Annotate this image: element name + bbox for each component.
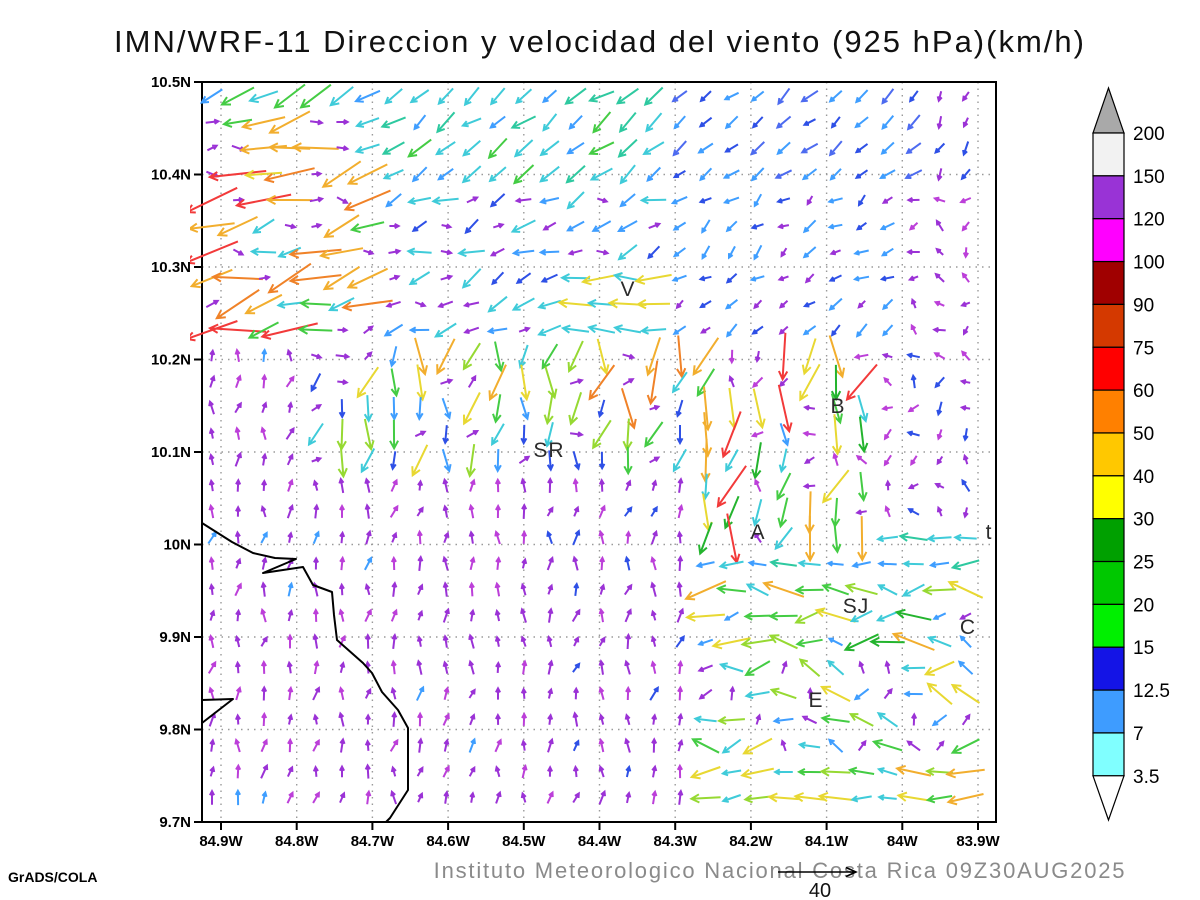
lat-tick-label: 9.9N [159,629,191,646]
colorbar-tick-label: 40 [1133,467,1154,488]
wind-vector-field [190,83,985,806]
lon-tick-label: 84.8W [275,833,319,850]
station-label-e: E [808,689,823,712]
lat-tick-label: 10N [163,537,191,554]
lat-tick-label: 10.1N [151,444,191,461]
lon-tick-label: 84.4W [578,833,622,850]
reference-vector-label: 40 [808,880,832,900]
colorbar-tick-label: 60 [1133,381,1154,402]
lat-tick-label: 9.8N [159,722,191,739]
plot-border [201,81,997,823]
lon-tick-label: 84.2W [729,833,773,850]
station-label-a: A [750,521,765,544]
coastline [201,698,234,724]
colorbar-tick-label: 75 [1133,338,1154,359]
station-label-v: V [620,278,635,301]
lat-tick-label: 10.5N [151,74,191,91]
colorbar-tick-label: 150 [1133,167,1165,188]
station-label-b: B [830,395,845,418]
lon-tick-label: 84.5W [502,833,546,850]
lon-tick-label: 83.9W [956,833,1000,850]
lat-tick-label: 10.3N [151,259,191,276]
page-title: IMN/WRF-11 Direccion y velocidad del vie… [114,24,1086,59]
colorbar-tick-label: 100 [1133,253,1165,274]
lon-tick-label: 84W [887,833,919,850]
station-label-t: t [986,521,993,544]
colorbar-tick-label: 120 [1133,210,1165,231]
colorbar-tick-label: 20 [1133,595,1154,616]
lon-tick-label: 84.1W [805,833,849,850]
colorbar-tick-label: 12.5 [1133,681,1170,702]
station-label-c: C [960,616,976,639]
lat-tick-label: 9.7N [159,814,191,831]
lon-tick-label: 84.7W [351,833,395,850]
lon-tick-label: 84.9W [199,833,243,850]
station-label-sr: SR [533,439,564,462]
colorbar-tick-label: 200 [1133,124,1165,145]
lat-tick-label: 10.2N [151,352,191,369]
coastline [201,522,409,823]
colorbar-tick-label: 7 [1133,724,1144,745]
grads-credit: GrADS/COLA [8,869,98,885]
lat-tick-label: 10.4N [151,167,191,184]
colorbar-tick-label: 50 [1133,424,1154,445]
lon-tick-label: 84.3W [654,833,698,850]
colorbar: 200 150 120 100 90 75 60 50 40 30 25 20 15 12.5 7 3.5 [1092,86,1170,822]
lon-tick-label: 84.6W [426,833,470,850]
footer-caption: Instituto Meteorologico Nacional Costa R… [433,858,1127,883]
colorbar-tick-label: 90 [1133,295,1154,316]
colorbar-tick-label: 3.5 [1133,767,1159,788]
colorbar-tick-label: 30 [1133,510,1154,531]
colorbar-tick-label: 25 [1133,553,1154,574]
station-label-sj: SJ [843,595,870,618]
colorbar-tick-label: 15 [1133,638,1154,659]
